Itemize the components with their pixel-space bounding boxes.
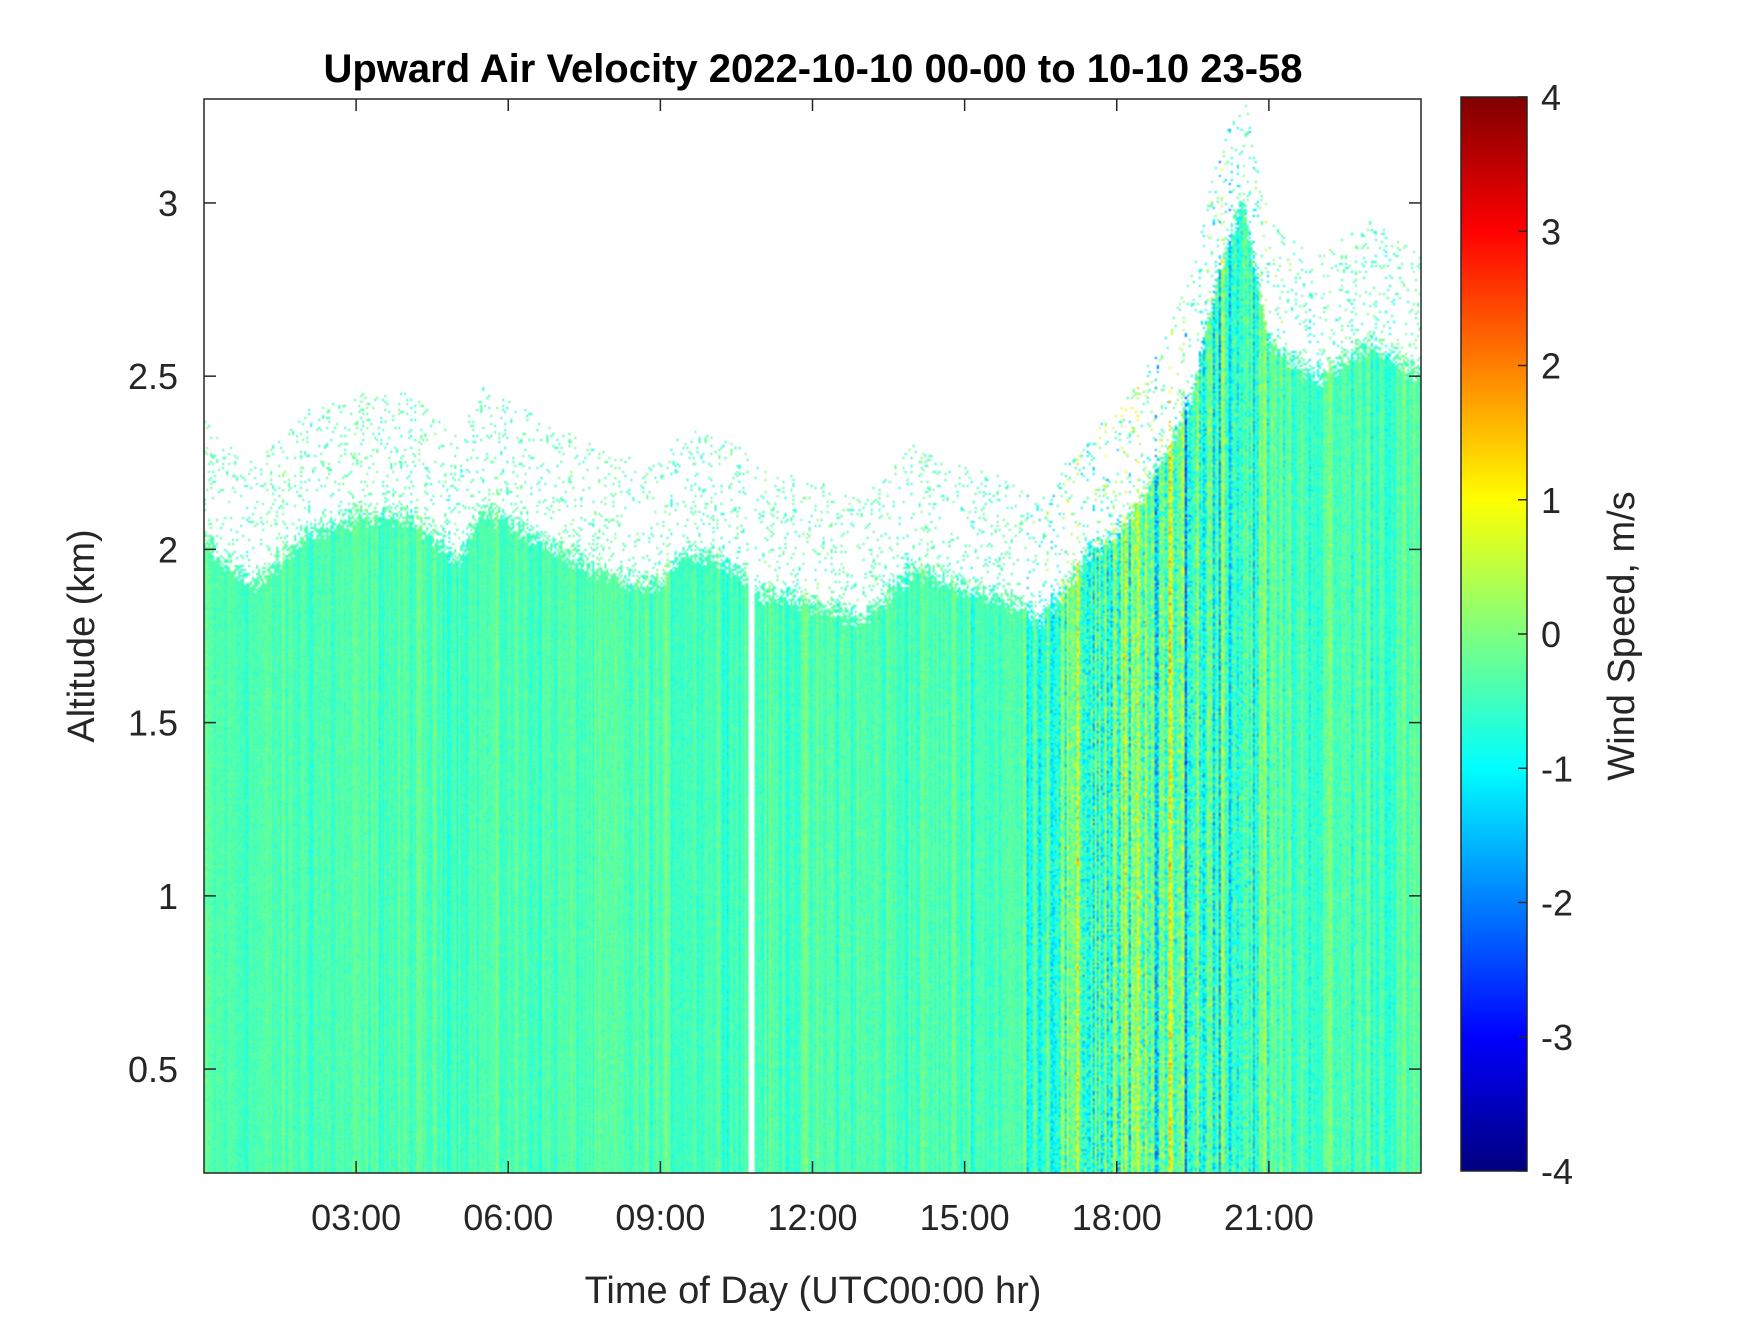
heatmap-image <box>204 99 1421 1173</box>
y-axis-label: Altitude (km) <box>61 529 103 742</box>
colorbar-tick-label: -4 <box>1541 1151 1573 1192</box>
colorbar <box>1460 96 1528 1172</box>
x-tick-label: 06:00 <box>463 1197 553 1238</box>
x-axis-label: Time of Day (UTC00:00 hr) <box>585 1270 1042 1312</box>
colorbar-ticks: -4 -3 -2 -1 0 1 2 3 4 <box>1518 77 1573 1192</box>
colorbar-tick-label: 4 <box>1541 77 1561 118</box>
y-tick-label: 3 <box>158 183 178 224</box>
x-axis-ticks: 03:00 06:00 09:00 12:00 15:00 18:00 21:00 <box>311 99 1314 1238</box>
y-axis-ticks: 0.5 1 1.5 2 2.5 3 <box>128 183 1421 1090</box>
colorbar-tick-label: 1 <box>1541 480 1561 521</box>
y-tick-label: 1 <box>158 876 178 917</box>
y-tick-label: 2 <box>158 529 178 570</box>
colorbar-tick-label: 2 <box>1541 346 1561 387</box>
heatmap <box>204 99 1421 1173</box>
colorbar-label: Wind Speed, m/s <box>1601 491 1643 780</box>
x-tick-label: 15:00 <box>920 1197 1010 1238</box>
x-tick-label: 03:00 <box>311 1197 401 1238</box>
x-tick-label: 12:00 <box>767 1197 857 1238</box>
chart-title: Upward Air Velocity 2022-10-10 00-00 to … <box>323 47 1302 91</box>
x-tick-label: 18:00 <box>1072 1197 1162 1238</box>
y-tick-label: 2.5 <box>128 356 178 397</box>
colorbar-tick-label: -1 <box>1541 748 1573 789</box>
colorbar-tick-label: -3 <box>1541 1017 1573 1058</box>
x-tick-label: 21:00 <box>1224 1197 1314 1238</box>
y-tick-label: 0.5 <box>128 1049 178 1090</box>
colorbar-tick-label: 0 <box>1541 614 1561 655</box>
colorbar-tick-label: -2 <box>1541 883 1573 924</box>
y-tick-label: 1.5 <box>128 703 178 744</box>
x-tick-label: 09:00 <box>615 1197 705 1238</box>
colorbar-tick-label: 3 <box>1541 211 1561 252</box>
